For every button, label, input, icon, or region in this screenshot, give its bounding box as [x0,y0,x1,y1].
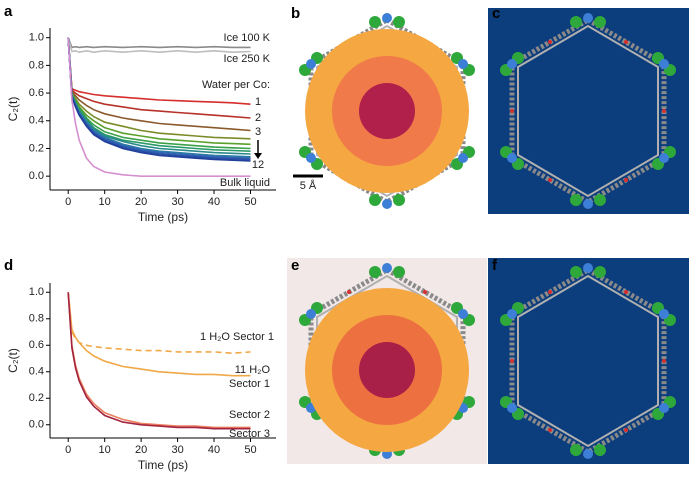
line-series [67,37,251,140]
panel-b [287,8,486,214]
panel-label: c [492,5,500,22]
line-series [67,37,251,162]
series-label: 1 [255,96,261,108]
x-axis-label: Time (ps) [138,458,188,472]
series-label: 12 [252,159,264,171]
x-tick-label: 0 [65,196,71,208]
series-label: Ice 250 K [224,53,271,65]
scale-bar-label: 5 Å [300,179,317,192]
panel-label: d [4,257,13,274]
panel-label: b [291,5,300,22]
y-tick-label: 0.6 [29,87,44,99]
series-label: Ice 100 K [224,32,271,44]
series-label: Bulk liquid [220,177,270,189]
x-tick-label: 40 [208,196,220,208]
arrow-head [254,153,262,159]
y-tick-label: 0.4 [29,366,44,378]
y-axis-label: C₂(t) [6,97,20,122]
y-tick-label: 0.0 [29,419,44,431]
y-tick-label: 0.0 [29,170,44,182]
y-tick-label: 1.0 [29,32,44,44]
y-tick-label: 1.0 [29,286,44,298]
panel-f [488,258,689,464]
series-label: Sector 1 [229,378,270,390]
x-tick-label: 20 [135,196,147,208]
panel-label: f [492,257,498,274]
x-tick-label: 0 [65,444,71,456]
x-tick-label: 20 [135,444,147,456]
x-tick-label: 10 [99,444,111,456]
y-tick-label: 0.2 [29,392,44,404]
line-series [67,292,251,355]
line-series [67,37,251,49]
y-axis-label: C₂(t) [6,348,20,373]
x-tick-label: 50 [244,444,256,456]
line-series [67,37,251,132]
y-tick-label: 0.8 [29,59,44,71]
x-axis-label: Time (ps) [138,210,188,224]
panel-e [287,258,487,464]
series-label: 3 [255,126,261,138]
series-label: 1 H₂O Sector 1 [200,331,274,343]
series-label: Sector 2 [229,409,270,421]
series-label: 2 [255,112,261,124]
x-tick-label: 50 [244,196,256,208]
x-tick-label: 30 [171,196,183,208]
y-tick-label: 0.4 [29,115,44,127]
line-series [67,292,251,377]
annotation: Water per Co: [202,79,270,91]
line-series [67,37,251,105]
panel-c [488,8,689,214]
panel-label: a [4,3,13,20]
panel-label: e [291,257,299,274]
y-tick-label: 0.8 [29,313,44,325]
y-tick-label: 0.6 [29,339,44,351]
line-series [67,37,251,177]
line-series [67,37,251,54]
line-series [67,292,251,430]
x-tick-label: 10 [99,196,111,208]
x-tick-label: 40 [208,444,220,456]
series-label: Sector 3 [229,428,270,440]
x-tick-label: 30 [171,444,183,456]
series-label: 11 H₂O [235,364,271,376]
line-series [67,37,251,119]
y-tick-label: 0.2 [29,142,44,154]
